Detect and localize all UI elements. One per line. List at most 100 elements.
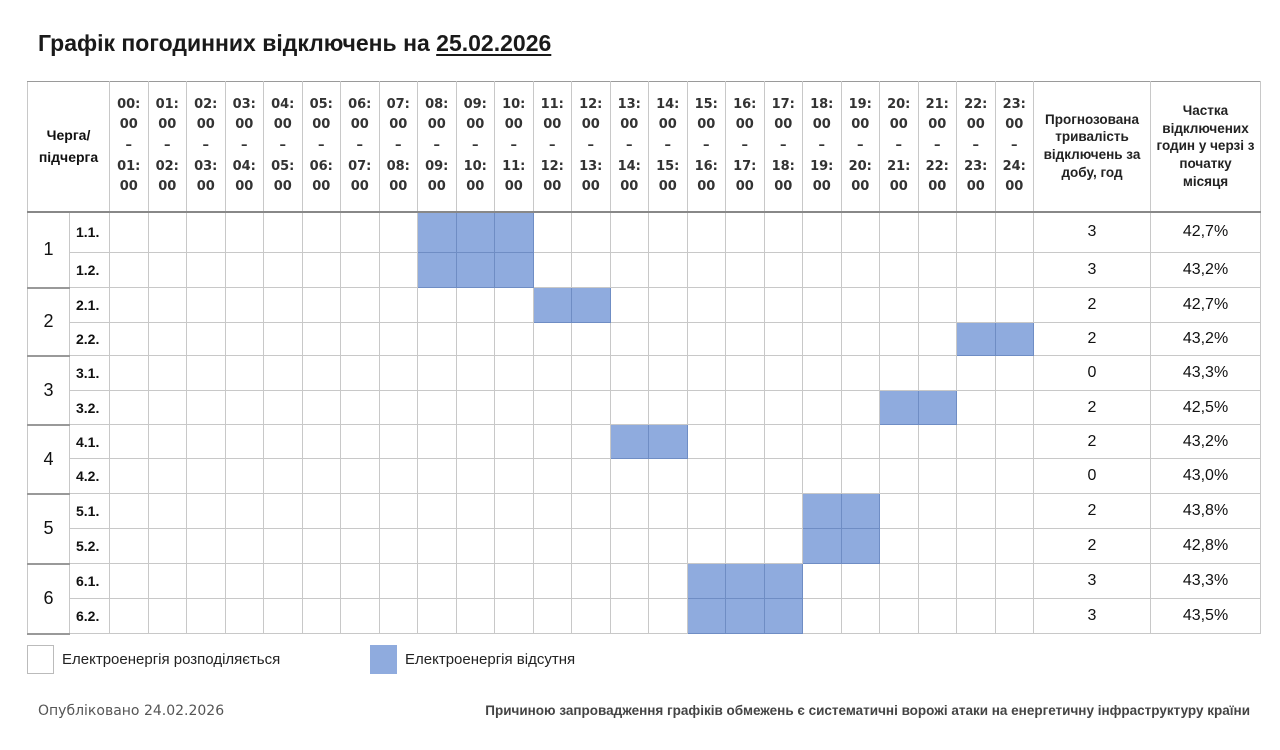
hour-end: 12: <box>540 158 564 174</box>
hour-cell-power <box>147 424 187 459</box>
hour-start: 07: <box>386 96 410 112</box>
hour-end-min: 00 <box>658 179 677 195</box>
hour-cell-power <box>609 390 649 425</box>
hour-cell-power <box>340 458 380 494</box>
hour-cell-power <box>648 390 688 425</box>
hour-cell-power <box>609 458 649 494</box>
hour-header: 04: 00 – 05: 00 <box>263 81 303 213</box>
hour-cell-power <box>147 528 187 564</box>
hour-dash: – <box>356 137 364 153</box>
hour-cell-power <box>263 563 303 599</box>
share-value: 43,2% <box>1150 252 1261 288</box>
hour-header: 10: 00 – 11: 00 <box>494 81 534 213</box>
subqueue-label: 4.2. <box>69 458 110 494</box>
hour-cell-power <box>879 211 919 253</box>
duration-value: 2 <box>1033 322 1151 356</box>
hour-cell-power <box>802 390 842 425</box>
hour-cell-power <box>725 390 765 425</box>
hour-cell-power <box>109 493 149 529</box>
hour-cell-power <box>417 493 457 529</box>
hour-start-min: 00 <box>466 117 485 133</box>
hour-cell-power <box>109 598 149 634</box>
hour-cell-power <box>378 390 418 425</box>
hour-end-min: 00 <box>196 179 215 195</box>
hour-cell-power <box>224 322 264 356</box>
hour-cell-power <box>532 322 572 356</box>
subqueue-label: 3.2. <box>69 390 110 425</box>
hour-cell-power <box>147 598 187 634</box>
hour-start-min: 00 <box>966 117 985 133</box>
hour-start-min: 00 <box>1005 117 1024 133</box>
share-value: 43,8% <box>1150 493 1261 529</box>
queue-group-label: 1 <box>27 211 70 289</box>
hour-cell-power <box>494 563 534 599</box>
hour-start: 03: <box>232 96 256 112</box>
hour-end-min: 00 <box>735 179 754 195</box>
hour-cell-outage <box>455 211 495 253</box>
hour-cell-power <box>532 563 572 599</box>
hour-cell-power <box>648 252 688 288</box>
hour-cell-power <box>532 211 572 253</box>
hour-start-min: 00 <box>697 117 716 133</box>
hour-end-min: 00 <box>812 179 831 195</box>
hour-cell-power <box>686 424 726 459</box>
hour-start-min: 00 <box>928 117 947 133</box>
hour-start: 04: <box>271 96 295 112</box>
hour-dash: – <box>664 137 672 153</box>
hour-cell-power <box>840 458 880 494</box>
hour-cell-power <box>224 252 264 288</box>
hour-cell-power <box>455 424 495 459</box>
share-value: 42,8% <box>1150 528 1261 564</box>
legend-power-on: Електроенергія розподіляється <box>27 645 280 674</box>
hour-cell-power <box>802 287 842 323</box>
hour-header: 21: 00 – 22: 00 <box>917 81 957 213</box>
hour-cell-power <box>840 424 880 459</box>
hour-cell-power <box>186 252 226 288</box>
hour-cell-power <box>224 458 264 494</box>
hour-cell-power <box>879 424 919 459</box>
hour-cell-outage <box>763 598 803 634</box>
hour-start: 21: <box>925 96 949 112</box>
hour-cell-power <box>417 563 457 599</box>
hour-cell-power <box>147 252 187 288</box>
hour-cell-power <box>917 252 957 288</box>
hour-cell-power <box>263 322 303 356</box>
duration-value: 2 <box>1033 424 1151 459</box>
hour-end-min: 00 <box>889 179 908 195</box>
hour-cell-power <box>994 211 1034 253</box>
hour-cell-power <box>917 322 957 356</box>
hour-cell-power <box>378 211 418 253</box>
hour-cell-power <box>378 355 418 391</box>
hour-cell-power <box>648 322 688 356</box>
hour-cell-power <box>494 355 534 391</box>
hour-cell-power <box>109 424 149 459</box>
hour-cell-power <box>994 390 1034 425</box>
hour-start-min: 00 <box>196 117 215 133</box>
page-title: Графік погодинних відключень на 25.02.20… <box>38 30 551 57</box>
subqueue-label: 3.1. <box>69 355 110 391</box>
hour-cell-power <box>417 287 457 323</box>
hour-cell-outage <box>879 390 919 425</box>
hour-cell-power <box>147 211 187 253</box>
queue-header: Черга/ підчерга <box>27 81 110 213</box>
queue-row: 6.2. 3 43,5% <box>28 598 1261 634</box>
hour-start: 11: <box>540 96 564 112</box>
hour-cell-power <box>301 355 341 391</box>
queue-header-label: Черга/ підчерга <box>38 127 99 166</box>
queue-row: 1 1.1. 3 42,7% <box>27 211 1261 289</box>
hour-cell-power <box>186 211 226 253</box>
hour-dash: – <box>164 137 171 153</box>
hour-start: 23: <box>1002 96 1026 112</box>
hour-cell-power <box>879 252 919 288</box>
hour-end-min: 00 <box>774 179 793 195</box>
hour-cell-power <box>378 252 418 288</box>
share-value: 43,2% <box>1150 424 1261 459</box>
hour-end: 22: <box>925 158 949 174</box>
hour-cell-power <box>378 322 418 356</box>
hour-cell-power <box>879 563 919 599</box>
hour-cell-power <box>455 355 495 391</box>
hour-end-min: 00 <box>427 179 446 195</box>
hour-end: 09: <box>425 158 449 174</box>
hour-cell-power <box>532 252 572 288</box>
hour-start-min: 00 <box>581 117 600 133</box>
